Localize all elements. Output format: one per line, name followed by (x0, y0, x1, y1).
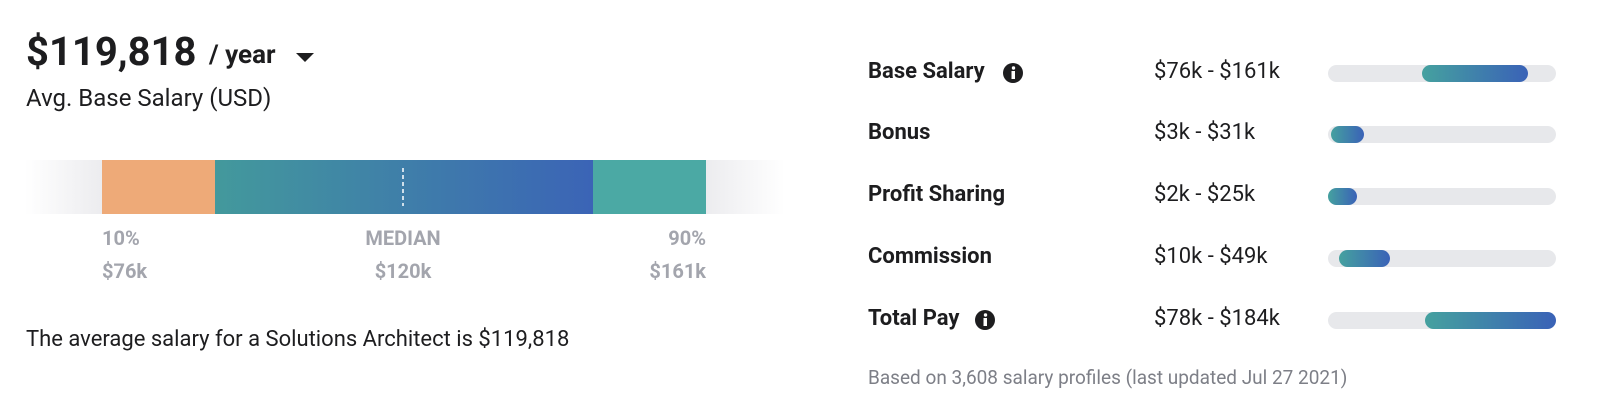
row-label: Base Salary (868, 59, 985, 84)
range-fill (1339, 250, 1390, 267)
summary: The average salary for a Solutions Archi… (26, 327, 570, 352)
footnote: Based on 3,608 salary profiles (last upd… (868, 366, 1348, 389)
range-track (1328, 65, 1556, 82)
range-fill (1425, 312, 1556, 329)
period[interactable]: / year (209, 40, 276, 70)
info-icon[interactable] (1002, 62, 1024, 84)
row-range: $76k - $161k (1154, 59, 1280, 84)
percentile-value: $161k (649, 259, 706, 283)
range-track (1328, 126, 1556, 143)
row-range: $2k - $25k (1154, 182, 1256, 207)
row-range: $78k - $184k (1154, 306, 1280, 331)
caret[interactable] (295, 52, 315, 64)
percentile-label: 10% (102, 226, 140, 250)
row-label: Profit Sharing (868, 182, 1006, 207)
percentile-value: $76k (102, 259, 148, 283)
range-bar (25, 160, 785, 214)
row-range: $3k - $31k (1154, 120, 1256, 145)
range-track (1328, 188, 1556, 205)
range-fill (1328, 188, 1357, 205)
row-range: $10k - $49k (1154, 244, 1268, 269)
row-label: Commission (868, 244, 992, 269)
info-icon[interactable] (974, 309, 996, 331)
row-label: Bonus (868, 120, 931, 145)
percentile-value: $120k (374, 259, 432, 283)
row-label: Total Pay (868, 306, 960, 331)
subtitle: Avg. Base Salary (USD) (26, 84, 272, 112)
range-track (1328, 312, 1556, 329)
range-track (1328, 250, 1556, 267)
percentile-label: 90% (668, 226, 706, 250)
range-fill (1422, 65, 1528, 82)
range-fill (1331, 126, 1364, 143)
amount: $119,818 (26, 28, 197, 75)
percentile-label: MEDIAN (365, 226, 441, 250)
